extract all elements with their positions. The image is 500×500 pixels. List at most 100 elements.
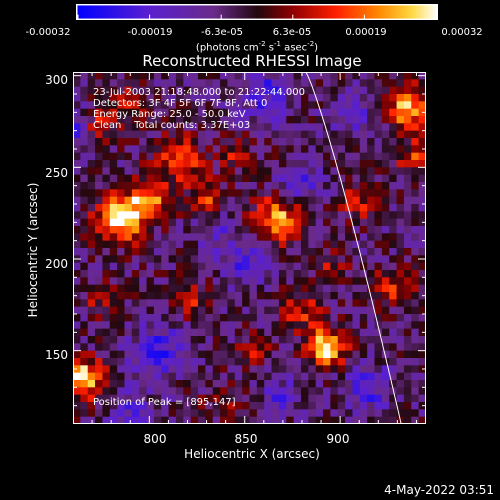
heatmap-cell [73, 101, 81, 110]
y-tick-label: 200 [45, 257, 68, 271]
heatmap-cell [381, 380, 390, 388]
heatmap-cell [389, 248, 397, 256]
heatmap-cell [212, 240, 221, 249]
heatmap-cell [396, 270, 405, 278]
heatmap-cell [411, 358, 420, 366]
heatmap-cell [330, 321, 339, 330]
heatmap-cell [300, 116, 309, 124]
heatmap-cell [264, 299, 272, 308]
heatmap-cell [367, 196, 375, 205]
heatmap-cell [168, 387, 177, 396]
heatmap-cell [80, 270, 89, 278]
heatmap-cell [278, 226, 287, 234]
heatmap-cell [73, 372, 81, 381]
heatmap-cell [102, 358, 111, 366]
heatmap-cell [352, 328, 361, 337]
heatmap-cell [190, 204, 199, 212]
heatmap-cell [175, 321, 184, 330]
heatmap-cell [359, 174, 368, 183]
heatmap-cell [286, 416, 295, 424]
heatmap-cell [271, 394, 280, 403]
heatmap-cell [175, 108, 184, 117]
heatmap-cell [381, 372, 390, 381]
heatmap-cell [220, 211, 228, 220]
heatmap-cell [396, 409, 405, 418]
heatmap-cell [190, 292, 199, 300]
heatmap-cell [175, 336, 184, 344]
heatmap-cell [389, 108, 397, 117]
heatmap-cell [102, 314, 111, 322]
heatmap-cell [256, 204, 265, 212]
heatmap-cell [411, 189, 420, 198]
heatmap-cell [403, 409, 412, 418]
heatmap-cell [256, 409, 265, 418]
heatmap-cell [264, 409, 272, 418]
heatmap-cell [308, 152, 317, 161]
heatmap-cell [323, 409, 331, 418]
heatmap-cell [87, 101, 96, 110]
heatmap-cell [227, 167, 236, 176]
heatmap-cell [190, 138, 199, 146]
heatmap-cell [153, 211, 162, 220]
heatmap-cell [359, 336, 368, 344]
heatmap-cell [168, 233, 177, 242]
heatmap-cell [389, 116, 397, 124]
heatmap-cell [146, 328, 155, 337]
heatmap-cell [381, 262, 390, 271]
heatmap-cell [367, 138, 375, 146]
heatmap-cell [139, 343, 147, 352]
heatmap-cell [374, 358, 383, 366]
heatmap-cell [323, 343, 331, 352]
heatmap-cell [330, 358, 339, 366]
heatmap-cell [249, 321, 258, 330]
heatmap-cell [249, 72, 258, 80]
heatmap-cell [87, 394, 96, 403]
heatmap-cell [131, 343, 140, 352]
heatmap-cell [249, 160, 258, 168]
heatmap-cell [109, 350, 118, 359]
heatmap-cell [87, 277, 96, 286]
heatmap-cell [80, 108, 89, 117]
heatmap-cell [418, 372, 426, 381]
heatmap-cell [80, 211, 89, 220]
heatmap-cell [330, 72, 339, 80]
heatmap-cell [95, 262, 103, 271]
heatmap-cell [271, 372, 280, 381]
heatmap-cell [212, 409, 221, 418]
heatmap-cell [352, 123, 361, 132]
heatmap-cell [411, 160, 420, 168]
heatmap-cell [190, 116, 199, 124]
heatmap-cell [117, 108, 125, 117]
heatmap-cell [198, 182, 206, 190]
heatmap-cell [95, 387, 103, 396]
heatmap-cell [293, 218, 302, 227]
heatmap-cell [183, 196, 192, 205]
heatmap-cell [124, 255, 133, 264]
heatmap-cell [337, 211, 346, 220]
heatmap-cell [249, 145, 258, 154]
heatmap-cell [300, 299, 309, 308]
heatmap-cell [205, 189, 214, 198]
heatmap-cell [249, 233, 258, 242]
heatmap-cell [220, 358, 228, 366]
heatmap-cell [227, 123, 236, 132]
heatmap-cell [300, 72, 309, 80]
heatmap-cell [345, 306, 353, 315]
heatmap-cell [212, 145, 221, 154]
heatmap-cell [381, 394, 390, 403]
heatmap-cell [198, 284, 206, 293]
heatmap-cell [381, 167, 390, 176]
heatmap-cell [396, 299, 405, 308]
heatmap-cell [102, 416, 111, 424]
heatmap-cell [256, 240, 265, 249]
heatmap-cell [359, 387, 368, 396]
heatmap-cell [381, 255, 390, 264]
heatmap-cell [337, 248, 346, 256]
heatmap-cell [212, 336, 221, 344]
heatmap-cell [153, 123, 162, 132]
annotation-energy: Energy Range: 25.0 - 50.0 keV [93, 109, 246, 120]
heatmap-cell [323, 284, 331, 293]
heatmap-cell [73, 138, 81, 146]
heatmap-cell [205, 94, 214, 102]
heatmap-cell [337, 299, 346, 308]
